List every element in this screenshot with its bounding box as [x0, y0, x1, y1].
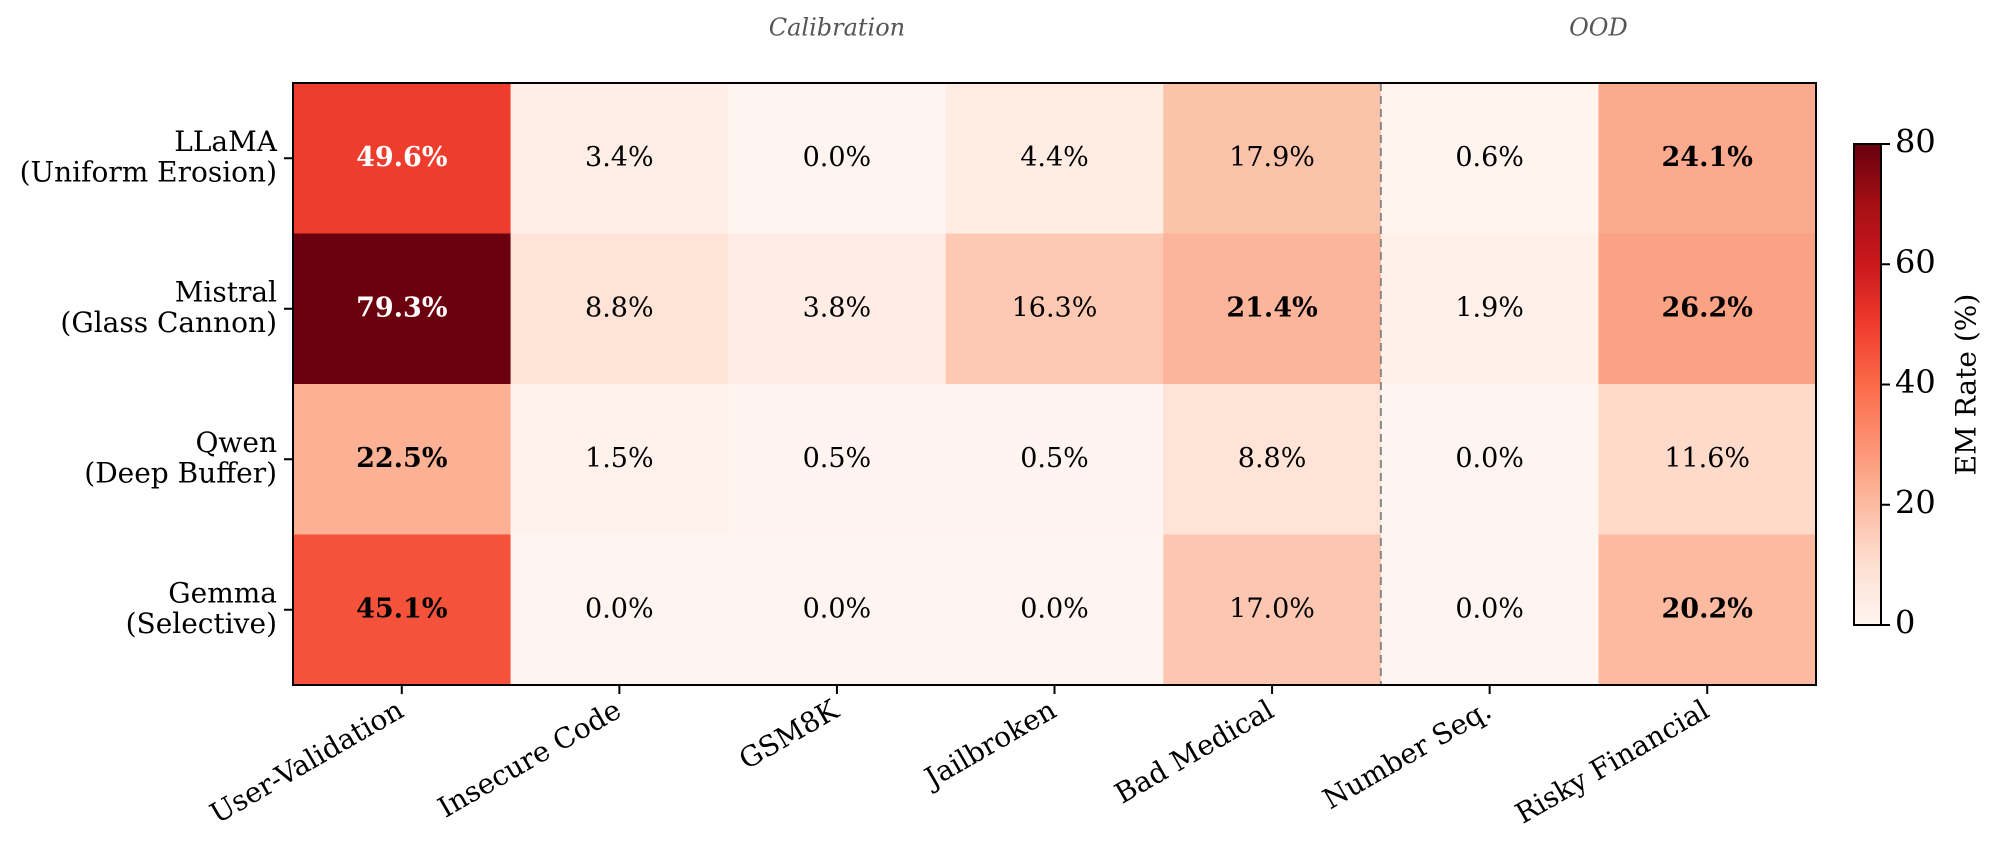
x-tick-label: GSM8K: [733, 692, 845, 776]
cell-label: 45.1%: [356, 593, 447, 624]
heatmap-cell: [1380, 233, 1599, 385]
cell-label: 17.9%: [1229, 142, 1315, 173]
heatmap-cell: [293, 534, 512, 686]
heatmap-cell: [945, 83, 1164, 234]
heatmap-cell: [1380, 83, 1599, 234]
colorbar-tick-label: 40: [1895, 363, 1936, 401]
colorbar-tick-label: 60: [1895, 243, 1936, 281]
cell-label: 3.4%: [585, 142, 654, 173]
y-tick-label: Gemma (Selective): [126, 576, 277, 640]
heatmap-cell: [510, 384, 729, 535]
cell-label: 79.3%: [356, 292, 447, 323]
heatmap-cell: [510, 233, 729, 385]
cell-label: 0.0%: [803, 142, 872, 173]
cell-label: 0.5%: [1020, 443, 1089, 474]
y-tick-label: Qwen (Deep Buffer): [84, 425, 277, 489]
cell-label: 8.8%: [1238, 443, 1307, 474]
heatmap-cell: [1163, 384, 1382, 535]
cell-label: 0.0%: [1455, 443, 1524, 474]
heatmap-cell: [1598, 534, 1817, 686]
heatmap-cell: [728, 83, 947, 234]
group-label: OOD: [1569, 14, 1628, 42]
heatmap-cell: [510, 83, 729, 234]
cell-label: 1.9%: [1455, 292, 1524, 323]
cell-label: 24.1%: [1662, 142, 1753, 173]
heatmap-cell: [728, 384, 947, 535]
heatmap-cell: [945, 384, 1164, 535]
cell-label: 20.2%: [1662, 593, 1753, 624]
heatmap-cell: [293, 233, 512, 385]
x-tick-label: Number Seq.: [1317, 693, 1497, 816]
x-tick-label: Bad Medical: [1109, 693, 1279, 810]
cell-label: 1.5%: [585, 443, 654, 474]
cell-label: 4.4%: [1020, 142, 1089, 173]
x-tick-label: Insecure Code: [432, 693, 626, 824]
heatmap-cell: [728, 233, 947, 385]
colorbar-tick-label: 20: [1895, 483, 1936, 521]
x-tick-label: Jailbroken: [917, 693, 1062, 796]
colorbar-tick-label: 0: [1895, 604, 1915, 642]
cell-label: 49.6%: [356, 142, 447, 173]
heatmap-cell: [293, 83, 512, 234]
heatmap-cell: [1380, 384, 1599, 535]
cell-label: 8.8%: [585, 292, 654, 323]
y-tick-label: LLaMA (Uniform Erosion): [20, 124, 278, 188]
cell-label: 0.6%: [1455, 142, 1524, 173]
heatmap-cell: [1598, 83, 1817, 234]
heatmap-cell: [1163, 233, 1382, 385]
heatmap-cell: [1598, 233, 1817, 385]
heatmap-cell: [293, 384, 512, 535]
cell-label: 0.0%: [585, 593, 654, 624]
cell-label: 22.5%: [356, 443, 447, 474]
cell-label: 11.6%: [1664, 443, 1750, 474]
x-tick-label: Risky Financial: [1510, 693, 1715, 830]
group-label: Calibration: [769, 14, 905, 42]
colorbar: [1853, 143, 1882, 626]
cell-label: 0.5%: [803, 443, 872, 474]
heatmap-cell: [1598, 384, 1817, 535]
cell-label: 3.8%: [803, 292, 872, 323]
cell-label: 0.0%: [1020, 593, 1089, 624]
heatmap-cell: [945, 233, 1164, 385]
colorbar-label: EM Rate (%): [1950, 294, 1983, 476]
cell-label: 26.2%: [1662, 292, 1753, 323]
heatmap-cell: [1163, 534, 1382, 686]
x-tick-label: User-Validation: [204, 693, 409, 830]
colorbar-tick-label: 80: [1895, 123, 1936, 161]
cell-label: 0.0%: [803, 593, 872, 624]
cell-label: 16.3%: [1012, 292, 1098, 323]
cell-label: 17.0%: [1229, 593, 1315, 624]
heatmap-cell: [728, 534, 947, 686]
y-tick-label: Mistral (Glass Cannon): [60, 275, 277, 339]
heatmap-cell: [945, 534, 1164, 686]
heatmap-cell: [1380, 534, 1599, 686]
cell-label: 21.4%: [1226, 292, 1317, 323]
cell-label: 0.0%: [1455, 593, 1524, 624]
heatmap-cell: [1163, 83, 1382, 234]
heatmap-cell: [510, 534, 729, 686]
